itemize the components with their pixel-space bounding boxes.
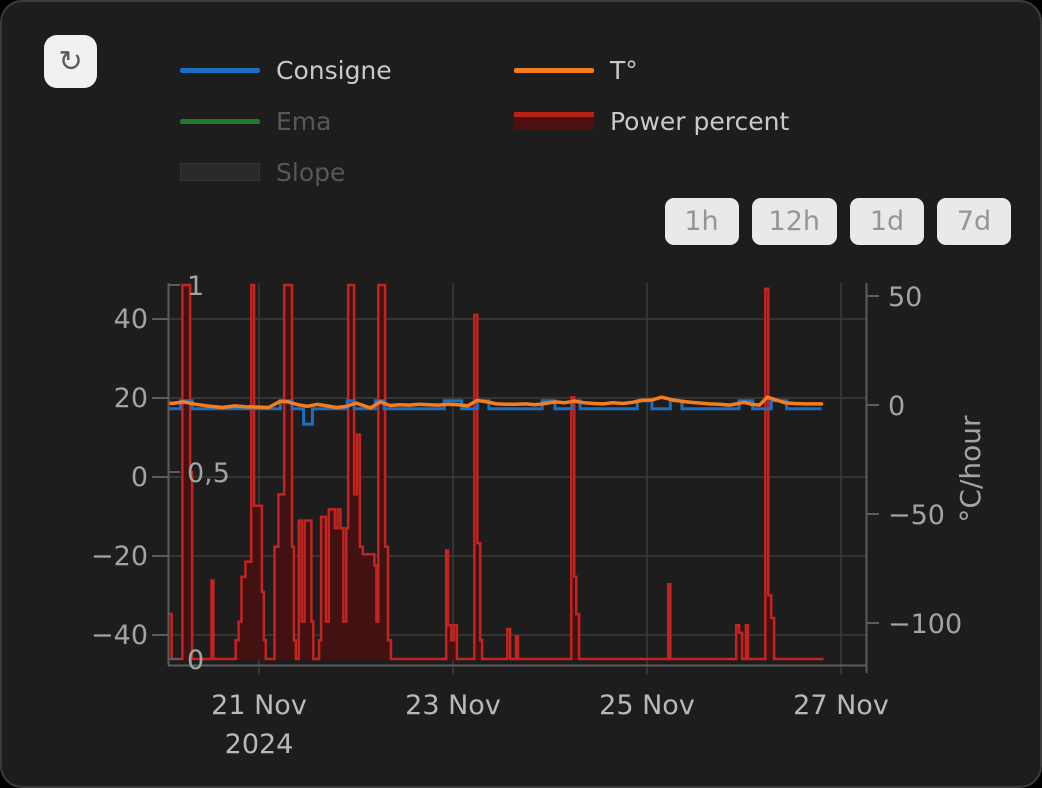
svg-text:20: 20 (114, 383, 148, 414)
svg-text:−100: −100 (888, 609, 962, 640)
range-button-12h[interactable]: 12h (751, 198, 837, 245)
svg-text:50: 50 (888, 282, 922, 313)
legend-label-consigne: Consigne (276, 55, 392, 85)
refresh-icon: ↻ (58, 44, 83, 78)
legend-item-power-percent[interactable]: Power percent (514, 104, 789, 138)
range-button-1h[interactable]: 1h (664, 198, 739, 245)
svg-text:0: 0 (131, 462, 148, 493)
legend-item-slope[interactable]: Slope (180, 155, 392, 189)
svg-text:0: 0 (888, 391, 905, 422)
legend-item-temperature[interactable]: T° (514, 53, 789, 87)
legend-label-ema: Ema (276, 106, 332, 136)
legend-item-ema[interactable]: Ema (180, 104, 392, 138)
legend-column-left: Consigne Ema Slope (180, 53, 392, 206)
range-button-1d[interactable]: 1d (850, 198, 924, 245)
consigne-line-swatch (180, 67, 260, 73)
legend-column-right: T° Power percent (514, 53, 789, 155)
power-percent-box-swatch (514, 112, 594, 130)
temperature-line-swatch (514, 67, 594, 73)
svg-text:−40: −40 (91, 620, 148, 651)
svg-text:23 Nov: 23 Nov (405, 690, 501, 721)
svg-text:40: 40 (114, 304, 148, 335)
svg-text:−20: −20 (91, 541, 148, 572)
svg-text:1: 1 (187, 271, 204, 302)
legend-item-consigne[interactable]: Consigne (180, 53, 392, 87)
legend-label-power-percent: Power percent (610, 106, 790, 136)
svg-text:0,5: 0,5 (187, 458, 230, 489)
svg-text:21 Nov: 21 Nov (211, 690, 307, 721)
svg-text:0: 0 (187, 645, 204, 676)
svg-text:27 Nov: 27 Nov (793, 690, 889, 721)
svg-text:°C/hour: °C/hour (954, 415, 987, 523)
range-button-7d[interactable]: 7d (937, 198, 1011, 245)
svg-text:25 Nov: 25 Nov (599, 690, 695, 721)
svg-text:−50: −50 (888, 500, 945, 531)
svg-text:2024: 2024 (225, 729, 294, 760)
time-range-button-group: 1h 12h 1d 7d (664, 198, 1011, 245)
legend-label-temperature: T° (610, 55, 638, 85)
ema-line-swatch (180, 118, 260, 124)
refresh-button[interactable]: ↻ (44, 35, 97, 88)
slope-box-swatch (180, 163, 260, 181)
legend-label-slope: Slope (276, 157, 346, 187)
